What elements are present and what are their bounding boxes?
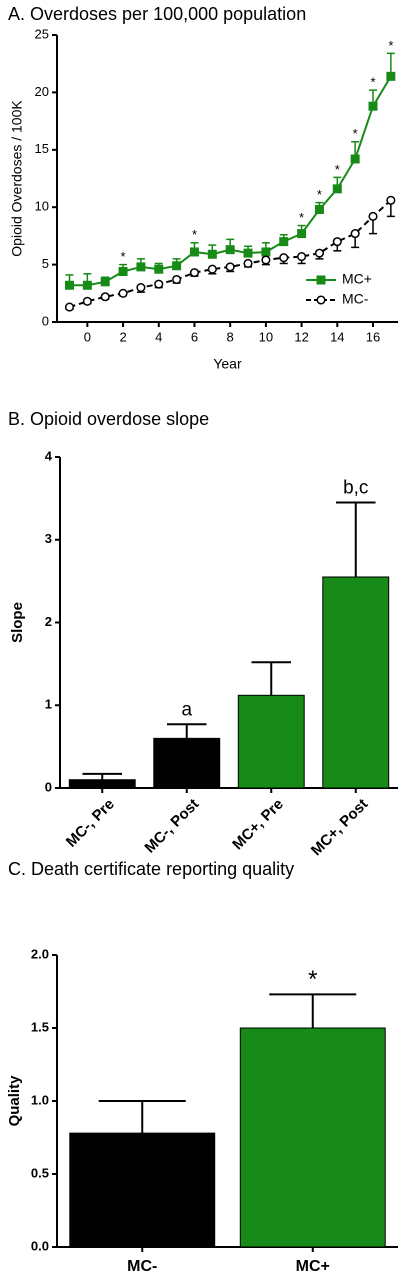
marker [154,279,164,289]
y-tick-label: 20 [35,84,49,99]
marker [189,247,199,257]
x-tick-label: MC- [127,1258,157,1275]
bar [153,737,221,789]
significance-marker: * [388,38,393,53]
x-tick-label: 4 [155,329,162,344]
x-tick-label: MC-, Post [141,796,202,857]
marker [279,237,289,247]
y-tick-label: 4 [45,448,53,463]
marker [64,280,74,290]
significance-marker: * [353,126,358,141]
chart-title: B. Opioid overdose slope [8,409,209,429]
bar [322,576,390,789]
bar [68,779,136,789]
marker [154,264,164,274]
legend-label: MC+ [342,271,372,287]
marker [368,211,378,221]
chart-title: C. Death certificate reporting quality [8,859,294,879]
bar-label: b,c [343,478,368,499]
marker [136,262,146,272]
y-tick-label: 0 [45,779,52,794]
marker [314,204,324,214]
marker [314,248,324,258]
marker [386,195,396,205]
marker [243,258,253,269]
marker [100,292,110,302]
marker [332,237,342,247]
x-tick-label: 14 [330,329,344,344]
y-tick-label: 0.5 [31,1165,49,1180]
y-tick-label: 5 [42,256,49,271]
marker [82,296,92,306]
x-tick-label: 12 [294,329,308,344]
marker [225,245,235,255]
y-axis-label: Slope [9,602,26,643]
marker [261,247,271,257]
x-axis-label: Year [213,356,242,372]
legend-marker [316,275,326,285]
marker [172,261,182,271]
y-tick-label: 3 [45,531,52,546]
x-tick-label: MC+, Pre [229,796,287,854]
y-tick-label: 25 [35,26,49,41]
chart-title: A. Overdoses per 100,000 population [8,4,306,24]
marker [118,288,128,298]
marker [64,302,75,312]
marker [279,253,289,263]
marker [261,255,271,265]
bar [237,694,305,789]
legend-label: MC- [342,291,369,307]
marker [189,268,200,278]
marker [207,249,217,259]
x-tick-label: MC+, Post [308,796,372,860]
y-tick-label: 0 [42,313,49,328]
bar-label: * [308,966,317,993]
significance-marker: * [317,187,322,202]
significance-marker: * [299,210,304,225]
x-tick-label: 8 [227,329,234,344]
marker [350,229,360,239]
y-tick-label: 15 [35,141,49,156]
bar [69,1132,216,1248]
x-tick-label: 0 [84,329,91,344]
x-tick-label: 2 [119,329,126,344]
y-tick-label: 1 [45,697,52,712]
marker [225,262,235,272]
y-tick-label: 0.0 [31,1238,49,1253]
marker [243,248,253,258]
y-tick-label: 2 [45,614,52,629]
y-tick-label: 1.0 [31,1092,49,1107]
marker [332,184,342,194]
x-tick-label: MC-, Pre [63,796,118,851]
bar [239,1027,386,1248]
y-tick-label: 2.0 [31,946,49,961]
marker [297,229,307,239]
marker [297,252,307,262]
marker [82,280,92,290]
y-axis-label: Opioid Overdoses / 100K [9,100,25,257]
significance-marker: * [335,162,340,177]
marker [118,266,128,276]
x-tick-label: 10 [259,329,273,344]
marker [386,71,396,81]
marker [368,101,378,111]
marker [207,264,217,274]
bar-label: a [181,699,192,720]
marker [350,154,360,164]
marker [172,274,182,285]
x-tick-label: 6 [191,329,198,344]
legend-marker [316,295,326,305]
y-axis-label: Quality [6,1075,23,1127]
x-tick-label: MC+ [296,1258,330,1275]
significance-marker: * [370,75,375,90]
significance-marker: * [192,227,197,242]
y-tick-label: 10 [35,199,49,214]
significance-marker: * [121,249,126,264]
x-tick-label: 16 [366,329,380,344]
y-tick-label: 1.5 [31,1019,49,1034]
marker [136,283,146,293]
marker [100,277,110,287]
